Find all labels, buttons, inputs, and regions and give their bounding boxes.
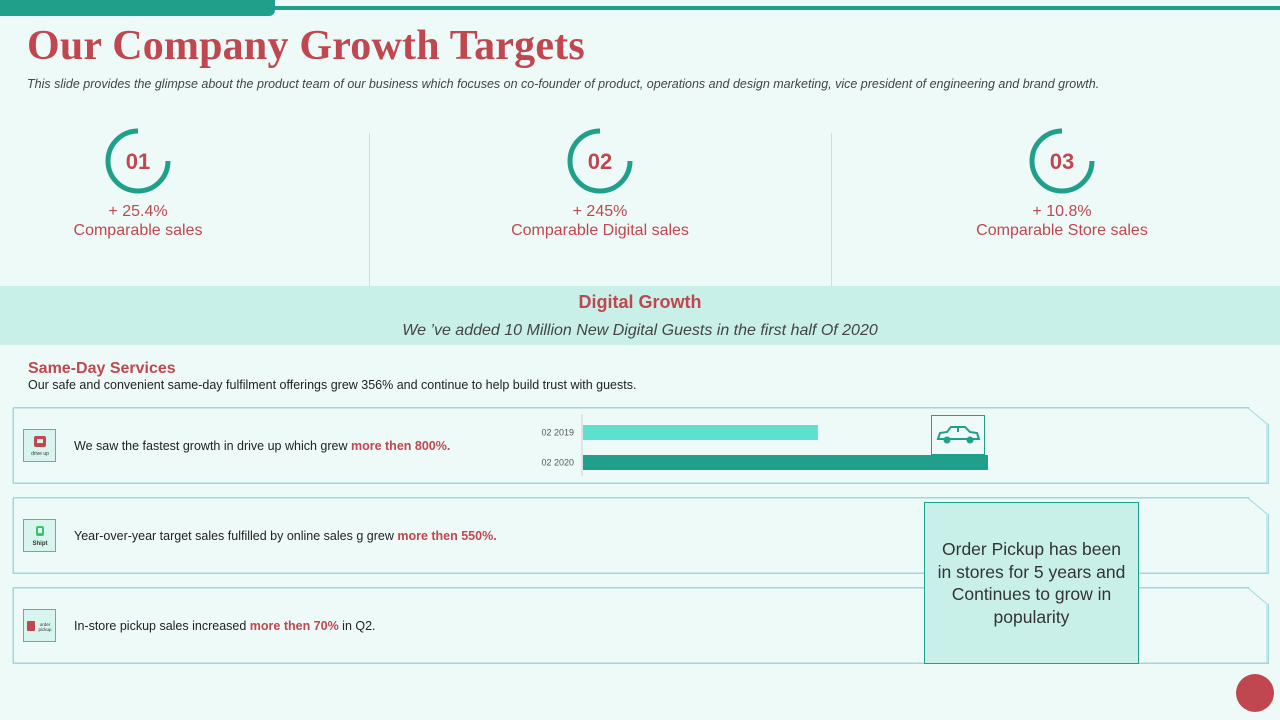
ring-arc <box>1029 128 1095 194</box>
metric-number: 03 <box>1049 149 1075 174</box>
chart-category-label: 02 2019 <box>541 428 574 438</box>
row-text: We saw the fastest growth in drive up wh… <box>74 439 351 453</box>
chart-bar <box>583 425 818 440</box>
top-accent-line <box>275 6 1280 10</box>
progress-ring: 01 <box>102 125 174 197</box>
order-pickup-icon: order pickup <box>23 609 56 642</box>
row-outline <box>12 407 1268 484</box>
svg-text:order: order <box>39 622 50 627</box>
svg-text:Shipt: Shipt <box>32 541 47 547</box>
progress-ring: 02 <box>564 125 636 197</box>
metric-3: 03 + 10.8% Comparable Store sales <box>912 125 1212 240</box>
row-text-drive-up: We saw the fastest growth in drive up wh… <box>74 439 450 453</box>
page-indicator-dot <box>1236 674 1274 712</box>
service-row-drive-up <box>13 407 1269 484</box>
top-accent-bar <box>0 0 275 16</box>
svg-text:drive up: drive up <box>31 451 49 457</box>
digital-growth-band: Digital Growth We ’ve added 10 Million N… <box>0 286 1280 345</box>
svg-text:pickup: pickup <box>38 627 52 632</box>
metric-label: Comparable sales <box>73 222 203 239</box>
chart-bar <box>583 455 988 470</box>
ring-svg <box>1029 128 1095 194</box>
metric-number: 02 <box>587 149 613 174</box>
metric-number: 01 <box>125 149 151 174</box>
ring-arc <box>567 128 633 194</box>
metric-label: Comparable Store sales <box>976 222 1148 239</box>
chart-category-label: 02 2020 <box>541 458 574 468</box>
metric-percent: + 25.4% <box>108 203 168 220</box>
row-highlight: more then 800%. <box>350 439 451 453</box>
row-text: Year-over-year target sales fulfilled by… <box>74 529 398 543</box>
metric-label: Comparable Digital sales <box>511 222 689 239</box>
drive-up-icon: drive up <box>23 429 56 462</box>
same-day-description: Our safe and convenient same-day fulfilm… <box>28 378 637 392</box>
car-icon <box>931 415 985 455</box>
same-day-title: Same-Day Services <box>28 360 176 377</box>
digital-growth-subtitle: We ’ve added 10 Million New Digital Gues… <box>402 322 878 339</box>
metric-percent: + 245% <box>572 203 628 220</box>
order-pickup-glyph: order pickup <box>26 620 52 632</box>
divider <box>369 133 370 286</box>
divider <box>831 133 832 286</box>
digital-growth-title: Digital Growth <box>578 292 702 312</box>
order-pickup-callout: Order Pickup has been in stores for 5 ye… <box>924 502 1139 664</box>
ring-arc <box>105 128 171 194</box>
shipt-icon: Shipt <box>23 519 56 552</box>
row-text-order-pickup: In-store pickup sales increased more the… <box>74 619 376 633</box>
car-glyph <box>936 426 981 444</box>
ring-svg <box>105 128 171 194</box>
shipt-glyph: Shipt <box>32 525 47 547</box>
row-outline <box>12 497 1268 574</box>
row-tail: in Q2. <box>338 619 376 633</box>
progress-ring: 03 <box>1026 125 1098 197</box>
drive-up-glyph: drive up <box>31 435 49 457</box>
metric-percent: + 10.8% <box>1032 203 1092 220</box>
row-text: In-store pickup sales increased <box>74 619 250 633</box>
row-highlight: more then 550%. <box>397 529 497 543</box>
metric-1: 01 + 25.4% Comparable sales <box>0 125 288 240</box>
row-text-shipt: Year-over-year target sales fulfilled by… <box>74 529 497 543</box>
metric-2: 02 + 245% Comparable Digital sales <box>450 125 750 240</box>
page-subtitle: This slide provides the glimpse about th… <box>27 77 1100 91</box>
growth-bar-chart: 02 2019 02 2020 <box>541 414 988 476</box>
page-title: Our Company Growth Targets <box>27 23 585 69</box>
row-highlight: more then 70% <box>249 619 339 633</box>
ring-svg <box>567 128 633 194</box>
